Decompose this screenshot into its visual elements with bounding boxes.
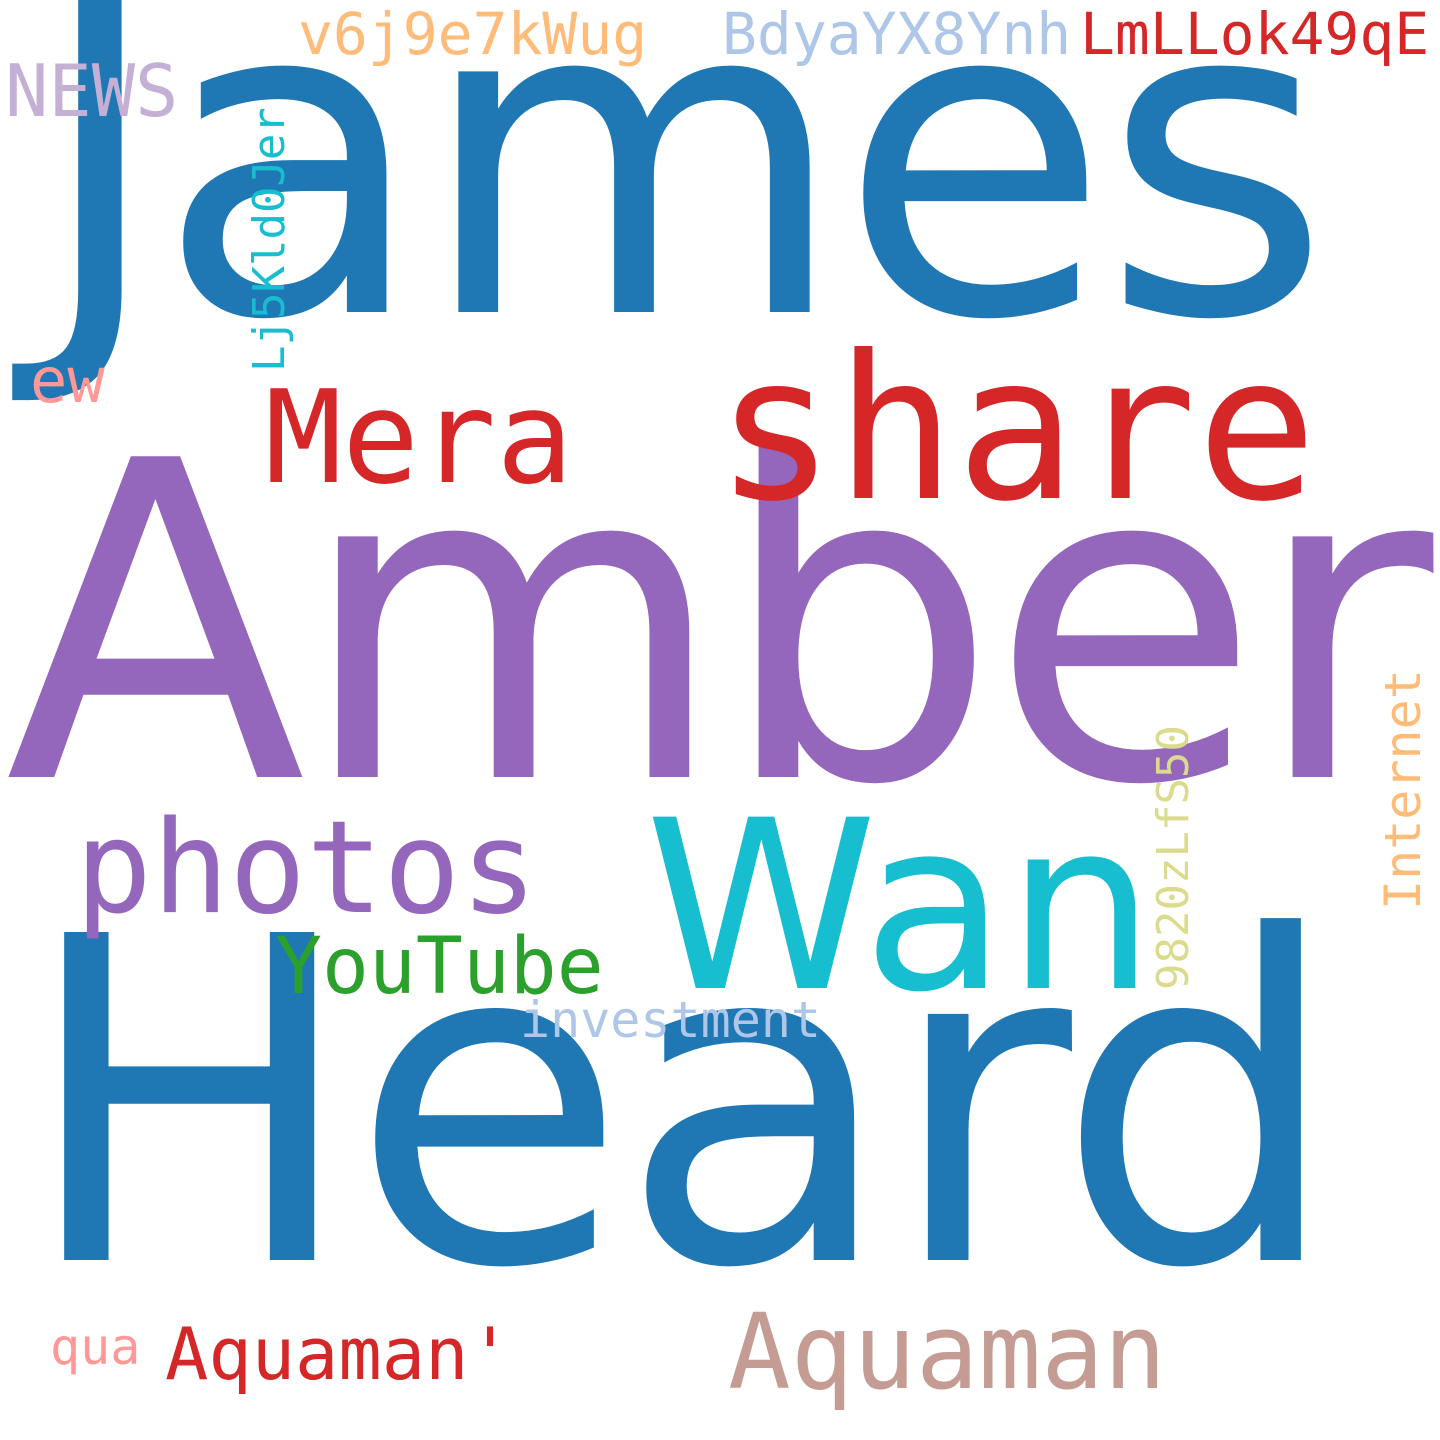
word-amber: Amber bbox=[5, 369, 1434, 881]
word-aquaman-apostrophe: Aquaman' bbox=[165, 1312, 512, 1396]
word-internet: Internet bbox=[1374, 669, 1432, 910]
word-lj5kld0jer: Lj5Kld0Jer bbox=[244, 107, 295, 372]
word-news: NEWS bbox=[5, 49, 179, 133]
word-v6j9e7kwug: v6j9e7kWug bbox=[298, 0, 648, 68]
word-youtube: YouTube bbox=[275, 922, 604, 1012]
word-qua: qua bbox=[50, 1318, 141, 1376]
word-mera: Mera bbox=[265, 364, 574, 513]
word-heard: Heard bbox=[20, 843, 1342, 1367]
word-lmllok49qe: LmLLok49qE bbox=[1080, 0, 1430, 68]
word-investment: investment bbox=[520, 991, 822, 1049]
word-wan: Wan bbox=[645, 771, 1156, 1044]
word-james: James bbox=[35, 0, 1331, 416]
word-share: share bbox=[715, 313, 1318, 546]
word-ew: ew bbox=[30, 344, 105, 417]
word-aquaman: Aquaman bbox=[728, 1291, 1167, 1413]
word-bdyayx8ynh: BdyaYX8Ynh bbox=[722, 0, 1072, 68]
word-9820zlfs50: 9820zLfS50 bbox=[1148, 725, 1199, 990]
word-photos: photos bbox=[75, 794, 538, 943]
